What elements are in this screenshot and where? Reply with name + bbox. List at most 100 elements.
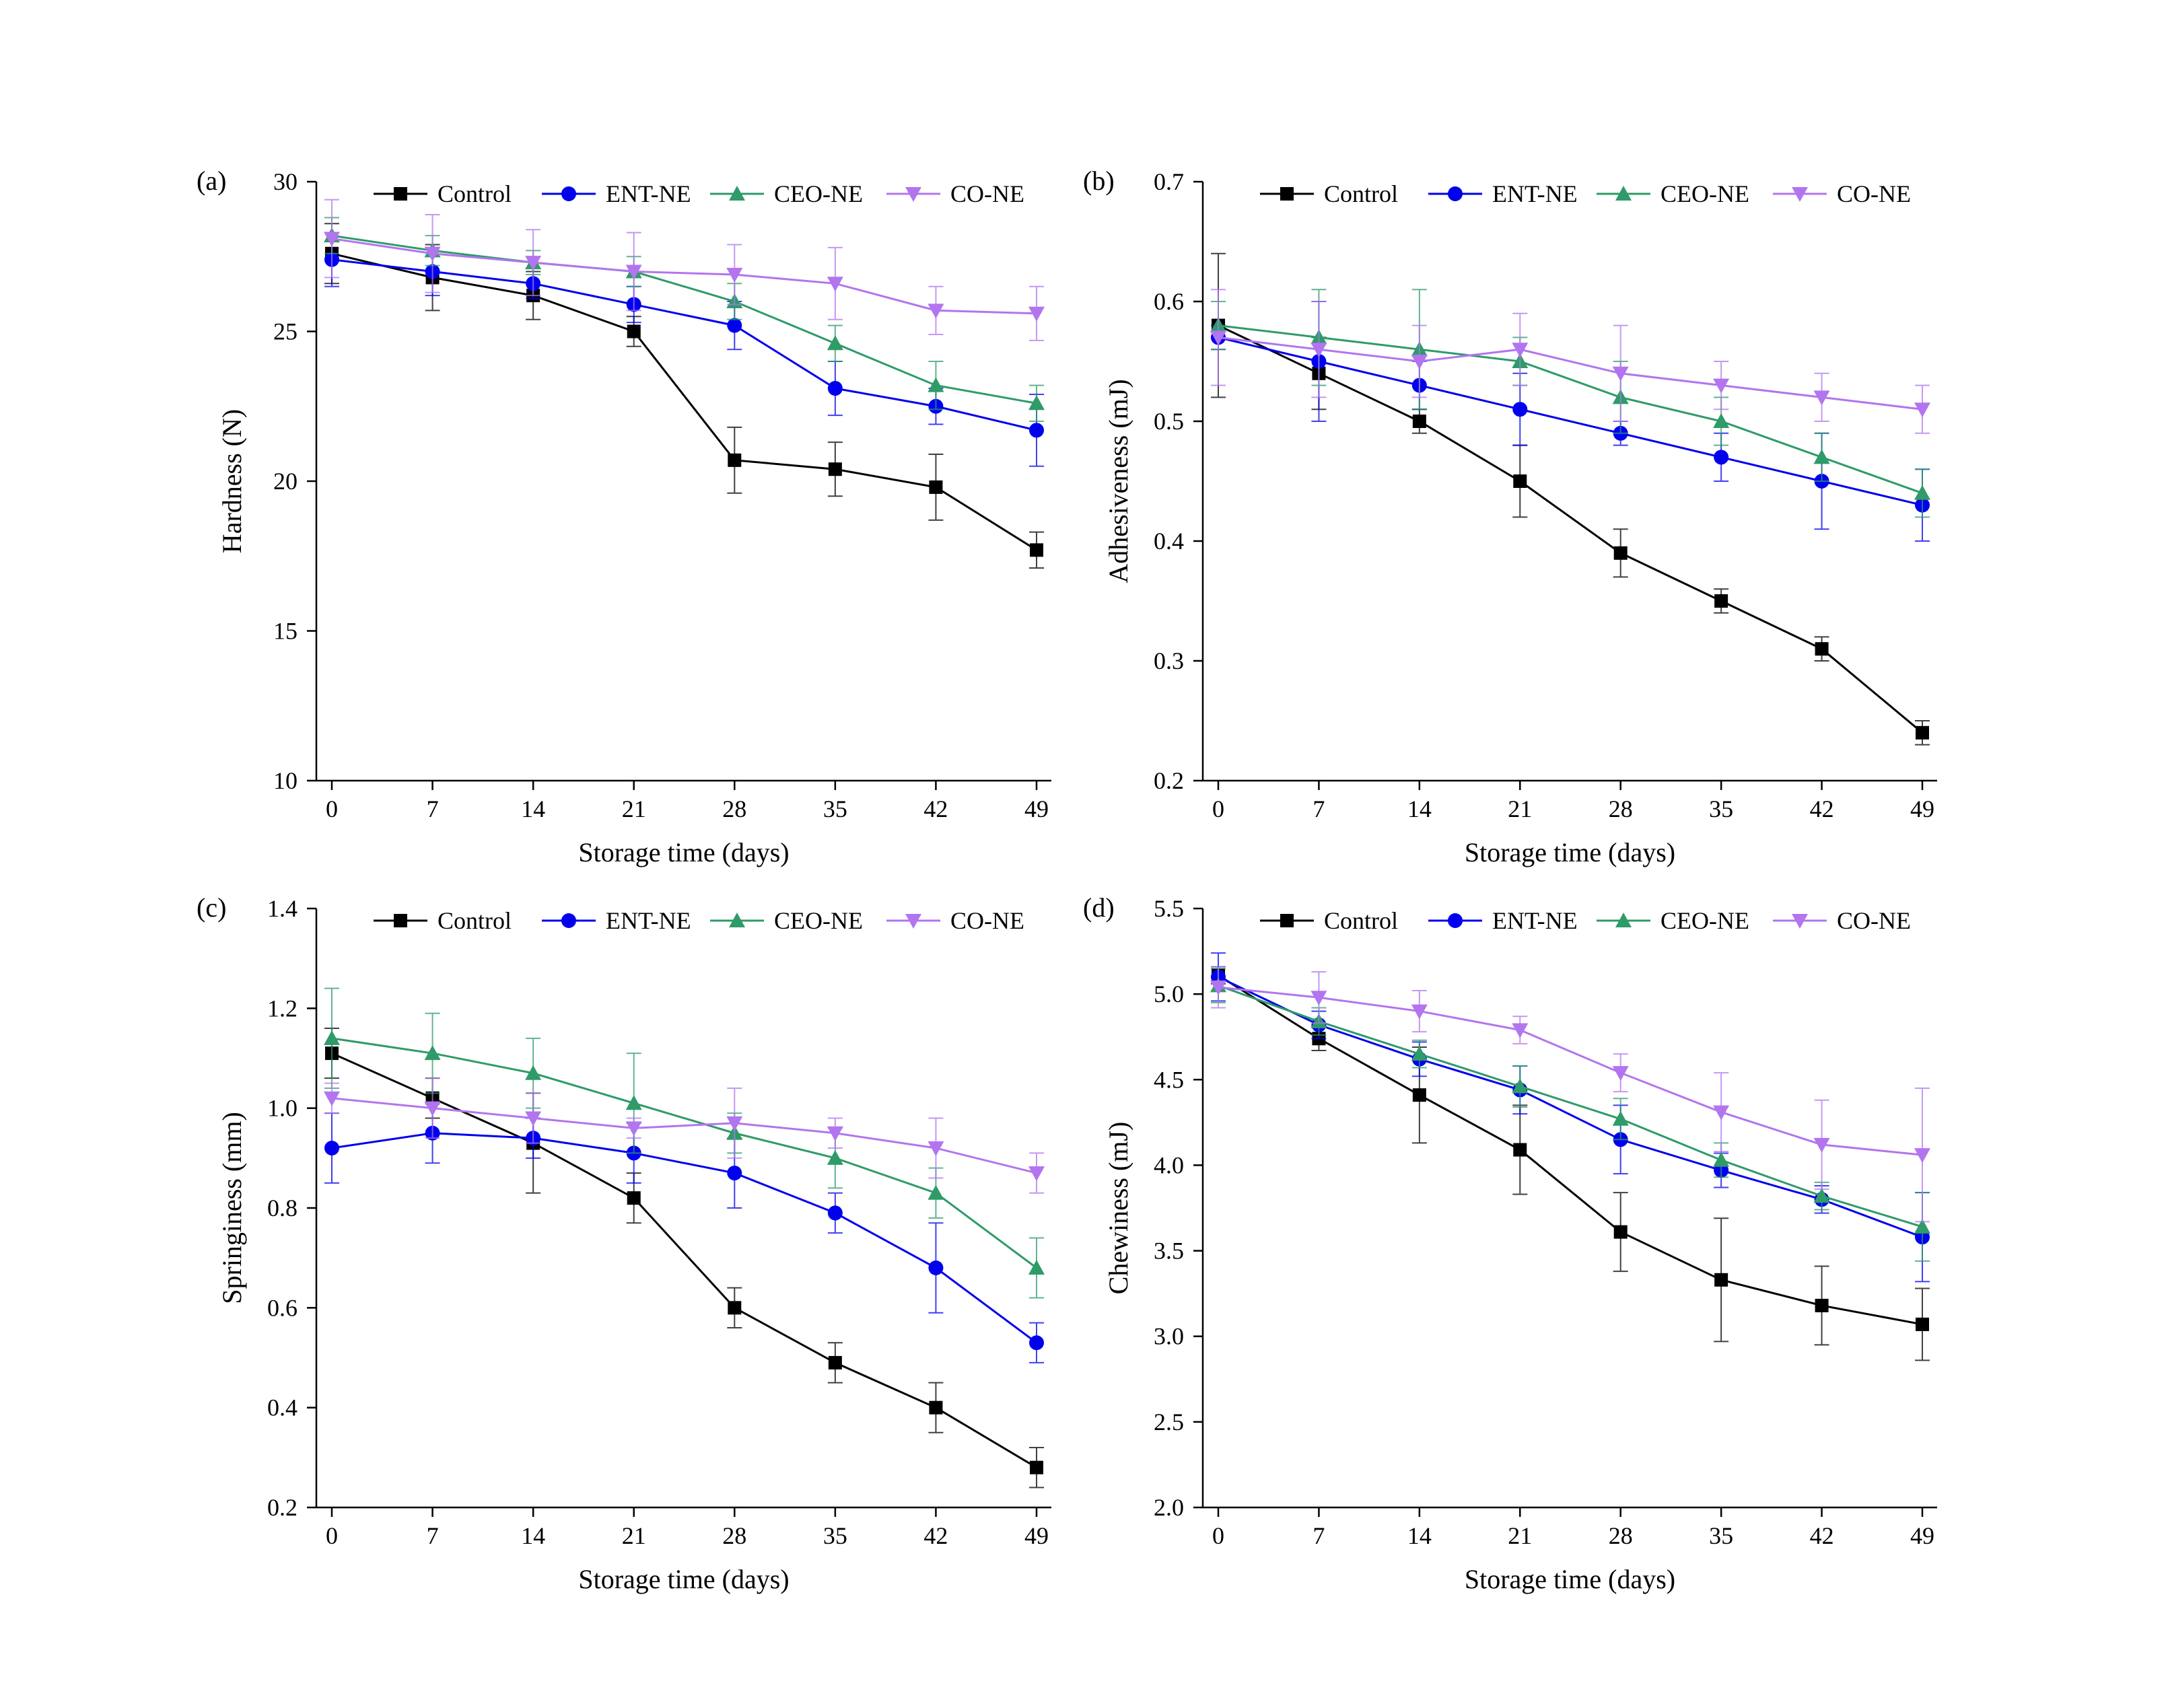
data-point (1714, 450, 1729, 465)
legend-item: CEO-NE (710, 180, 863, 207)
y-tick-label: 0.4 (267, 1394, 298, 1421)
legend-marker (561, 913, 576, 928)
data-point (324, 1141, 339, 1155)
data-point (627, 324, 641, 339)
data-point (1512, 402, 1528, 417)
data-point (827, 381, 843, 396)
y-tick-label: 0.4 (1154, 528, 1184, 555)
legend-marker (1448, 913, 1463, 928)
data-point (1613, 1225, 1628, 1239)
x-tick-label: 7 (427, 1522, 439, 1549)
series-line (1218, 985, 1923, 1228)
y-tick-label: 5.0 (1154, 981, 1184, 1007)
legend-item: CO-NE (1773, 180, 1911, 207)
panel-label: (b) (1083, 166, 1115, 196)
y-tick-label: 0.6 (267, 1294, 298, 1321)
legend-marker (729, 913, 745, 927)
y-axis-title: Chewiness (mJ) (1103, 1122, 1133, 1295)
data-point (827, 1126, 843, 1141)
x-tick-label: 49 (1910, 795, 1934, 822)
data-point (928, 377, 944, 392)
legend-label: ENT-NE (1492, 907, 1578, 934)
y-tick-label: 25 (273, 318, 298, 345)
x-tick-label: 7 (1313, 1522, 1325, 1549)
legend-label: ENT-NE (1492, 180, 1578, 207)
y-tick-label: 2.0 (1154, 1494, 1184, 1521)
y-tick-label: 2.5 (1154, 1409, 1184, 1435)
panel-label: (a) (197, 166, 226, 196)
panel-c: 0.2 0.4 0.6 0.8 1.0 1.2 1.4 0 7 14 21 28 35 42 49 Stora… (197, 892, 1051, 1594)
y-tick-label: 1.0 (267, 1095, 298, 1122)
series-line (1218, 974, 1923, 1326)
data-point (1028, 1260, 1045, 1275)
data-point (1210, 980, 1226, 995)
legend-marker (394, 914, 407, 927)
x-tick-label: 28 (1609, 1522, 1633, 1549)
legend-item: CO-NE (1773, 907, 1911, 934)
x-tick-label: 14 (521, 1522, 545, 1549)
data-point (1612, 366, 1629, 382)
x-tick-label: 42 (923, 1522, 948, 1549)
legend-item: ENT-NE (1428, 180, 1578, 207)
data-point (1310, 991, 1327, 1006)
data-point (929, 480, 943, 494)
x-axis-title: Storage time (days) (578, 837, 789, 867)
data-point (324, 1091, 340, 1106)
x-tick-label: 35 (1709, 1522, 1733, 1549)
y-tick-label: 0.3 (1154, 647, 1184, 674)
x-tick-label: 0 (326, 1522, 338, 1549)
x-tick-label: 28 (722, 795, 746, 822)
data-point (1815, 1298, 1829, 1312)
x-tick-label: 21 (622, 1522, 646, 1549)
x-tick-label: 42 (1810, 795, 1834, 822)
y-tick-label: 3.0 (1154, 1323, 1184, 1350)
y-tick-label: 0.8 (267, 1195, 298, 1221)
legend-marker (1448, 186, 1463, 201)
data-point (525, 1111, 542, 1127)
legend-label: CEO-NE (774, 907, 863, 934)
data-point (827, 277, 843, 292)
x-tick-label: 49 (1024, 1522, 1049, 1549)
x-tick-label: 7 (427, 795, 439, 822)
legend-item: CEO-NE (1597, 180, 1749, 207)
legend-marker (561, 186, 576, 201)
legend-marker (1792, 914, 1808, 929)
x-axis-title: Storage time (days) (578, 1564, 789, 1594)
data-point (1914, 1148, 1930, 1164)
data-point (1030, 1460, 1043, 1474)
data-point (1210, 330, 1226, 346)
data-point (1512, 1023, 1529, 1038)
x-tick-label: 14 (1407, 795, 1432, 822)
data-point (1815, 642, 1829, 656)
data-point (1412, 415, 1426, 428)
data-point (1713, 1151, 1730, 1167)
data-point (928, 1260, 944, 1275)
x-tick-label: 0 (1212, 795, 1224, 822)
data-point (1813, 1137, 1830, 1153)
panel-label: (d) (1083, 892, 1115, 923)
x-tick-label: 49 (1910, 1522, 1934, 1549)
data-point (1028, 306, 1045, 322)
x-tick-label: 0 (326, 795, 338, 822)
data-point (1411, 1046, 1428, 1061)
x-tick-label: 28 (1609, 795, 1633, 822)
legend: Control ENT-NE CEO-NE CO-NE (374, 180, 1024, 207)
legend-item: ENT-NE (1428, 907, 1578, 934)
legend-label: CEO-NE (774, 180, 863, 207)
data-point (828, 1355, 842, 1369)
y-axis-title: Springiness (mm) (217, 1112, 247, 1304)
y-tick-label: 0.6 (1154, 288, 1184, 315)
y-axis-title: Hardness (N) (217, 409, 247, 553)
data-point (1914, 1218, 1930, 1234)
data-point (1914, 402, 1930, 418)
data-point (727, 318, 742, 333)
data-point (929, 1400, 943, 1415)
data-point (1612, 1066, 1629, 1081)
y-tick-label: 20 (273, 468, 298, 495)
series-co-ne (324, 1077, 1045, 1194)
x-tick-label: 21 (1508, 1522, 1532, 1549)
data-point (827, 335, 843, 351)
data-point (1028, 1166, 1045, 1182)
legend-item: Control (1260, 180, 1398, 207)
